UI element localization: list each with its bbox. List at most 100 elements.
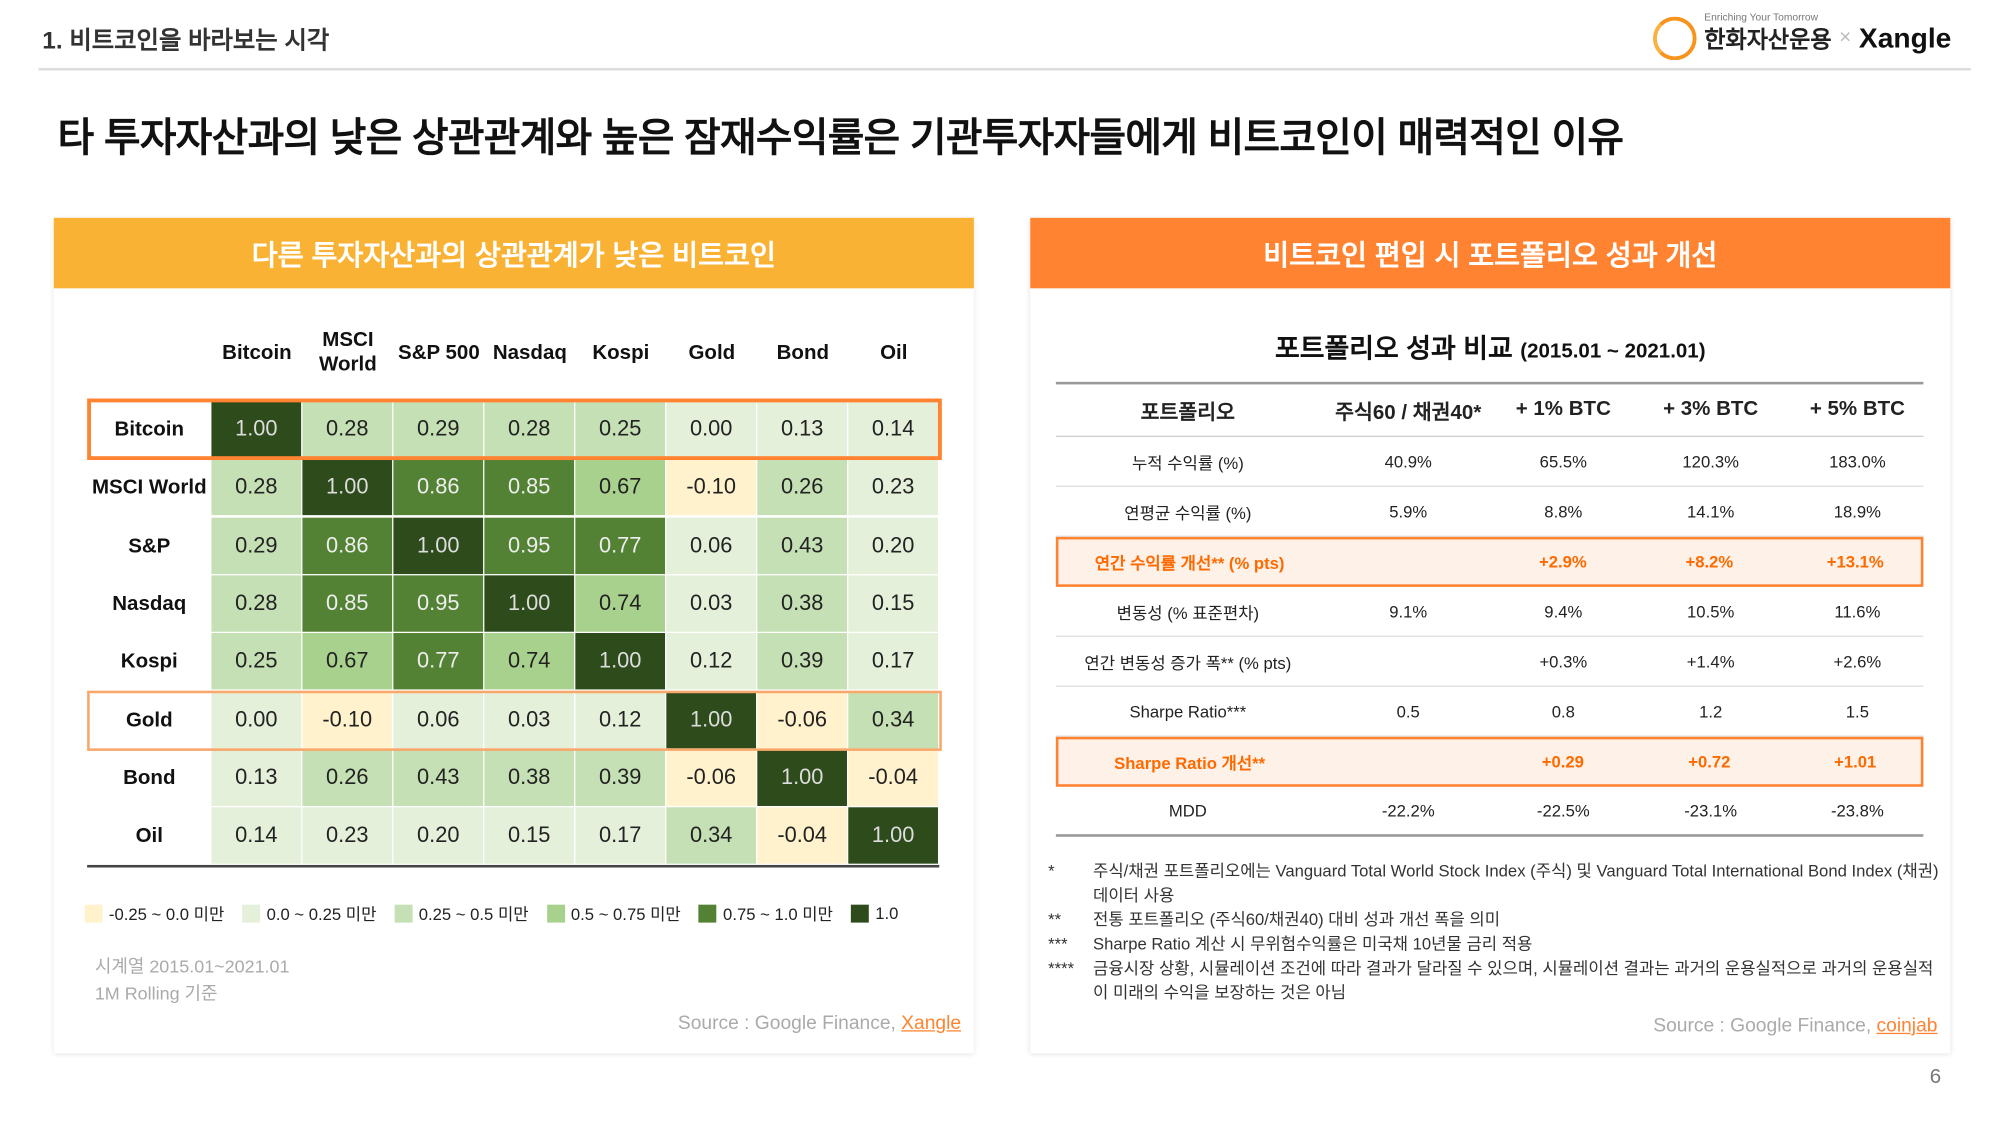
brand-label: 한화자산운용	[1704, 26, 1832, 53]
heatmap-cell: 0.28	[211, 575, 302, 632]
table-cell: +13.1%	[1826, 552, 1884, 572]
heatmap-cell: 0.03	[484, 691, 575, 748]
heatmap-cell: 0.43	[393, 749, 484, 806]
footnote-text: 전통 포트폴리오 (주식60/채권40) 대비 성과 개선 폭을 의미	[1093, 909, 1501, 930]
heatmap-cell: 0.14	[848, 401, 938, 458]
table-column-header: + 1% BTC	[1515, 398, 1611, 421]
table-row: MDD -22.2% -22.5% -23.1% -23.8%	[1055, 787, 1924, 837]
heatmap-cell: 0.28	[484, 401, 575, 458]
heatmap-cell: 0.26	[302, 749, 393, 806]
heatmap-cell: 0.28	[211, 459, 302, 516]
footnote: * 주식/채권 포트폴리오에는 Vanguard Total World Stoc…	[1048, 859, 1945, 908]
legend-label: 1.0	[875, 903, 899, 923]
heatmap-cell: 0.13	[211, 749, 302, 806]
page-title: 타 투자자산과의 낮은 상관관계와 높은 잠재수익률은 기관투자자들에게 비트코…	[57, 115, 1624, 161]
heatmap-column-header: MSCI World	[319, 329, 377, 376]
table-cell: +1.4%	[1686, 651, 1735, 671]
table-period: (2015.01 ~ 2021.01)	[1520, 340, 1706, 363]
heatmap-cell: -0.10	[302, 691, 393, 748]
legend-swatch	[698, 904, 717, 922]
table-cell: -23.8%	[1830, 800, 1884, 821]
heatmap-cell: 0.23	[302, 807, 393, 864]
footnote-text: 금융시장 상황, 시뮬레이션 조건에 따라 결과가 달라질 수 있으며, 시뮬레…	[1093, 958, 1934, 1003]
correlation-panel-header: 다른 투자자산과의 상관관계가 낮은 비트코인	[53, 217, 974, 289]
legend-swatch	[546, 904, 565, 922]
table-column-header: + 3% BTC	[1663, 398, 1759, 421]
table-cell: 연간 변동성 증가 폭** (% pts)	[1084, 652, 1292, 673]
heatmap-cell: 1.00	[302, 459, 393, 516]
source-note: Source : Google Finance, coinjab	[1653, 1015, 1937, 1037]
table-cell: 40.9%	[1384, 451, 1432, 471]
heatmap-row-header: MSCI World	[91, 477, 207, 500]
heatmap-cell: 0.20	[393, 807, 484, 864]
heatmap-cell: 0.95	[393, 575, 484, 632]
table-column-header: 주식60 / 채권40*	[1335, 402, 1482, 425]
footnote-mark: ****	[1048, 958, 1075, 978]
legend-item: 0.75 ~ 1.0 미만	[698, 901, 833, 925]
table-cell: +0.72	[1688, 752, 1731, 772]
heatmap-cell: 0.38	[484, 749, 575, 806]
correlation-panel: 다른 투자자산과의 상관관계가 낮은 비트코인 Bitcoin MSCI Worl…	[53, 217, 974, 1054]
heatmap-column-header: Gold	[688, 341, 736, 364]
heatmap-cell: 0.25	[211, 633, 302, 690]
heatmap-cell: 0.00	[666, 401, 757, 458]
heatmap-cell: 0.67	[575, 459, 666, 516]
table-cell: 1.2	[1699, 701, 1723, 721]
table-cell: 10.5%	[1687, 601, 1735, 621]
heatmap-cell: 0.85	[484, 459, 575, 516]
legend-item: 0.25 ~ 0.5 미만	[394, 901, 529, 925]
legend-swatch	[850, 904, 869, 922]
heatmap-column-header: Kospi	[592, 341, 650, 364]
table-row: 연평균 수익률 (%) 5.9% 8.8% 14.1% 18.9%	[1055, 487, 1924, 537]
heatmap-cell: -0.06	[757, 691, 848, 748]
heatmap-cell: 1.00	[211, 401, 302, 458]
table-cell: 183.0%	[1829, 451, 1886, 471]
heatmap-cell: 0.25	[575, 401, 666, 458]
table-cell: +0.29	[1541, 752, 1584, 772]
table-row: 변동성 (% 표준편차) 9.1% 9.4% 10.5% 11.6%	[1055, 587, 1924, 637]
heatmap-cell: 0.74	[484, 633, 575, 690]
table-cell: 1.5	[1845, 701, 1869, 721]
heatmap-cell: 0.86	[393, 459, 484, 516]
table-cell: 14.1%	[1687, 501, 1735, 521]
table-cell: 0.5	[1396, 701, 1420, 721]
heatmap-column-header: Nasdaq	[492, 341, 567, 364]
heatmap-row-header: Bitcoin	[114, 419, 185, 441]
heatmap-cell: 0.39	[575, 749, 666, 806]
heatmap-cell: 0.06	[666, 517, 757, 574]
partner-logo: Xangle	[1858, 21, 1952, 54]
heatmap-cell: 0.29	[211, 517, 302, 574]
heatmap-column-header: Oil	[880, 341, 908, 364]
footnote-text: 주식/채권 포트폴리오에는 Vanguard Total World Stock…	[1093, 861, 1939, 905]
source-link-xangle[interactable]: Xangle	[901, 1012, 962, 1035]
heatmap-bottom-rule	[87, 864, 940, 868]
table-row: 연간 변동성 증가 폭** (% pts) +0.3% +1.4% +2.6%	[1055, 637, 1924, 687]
table-cell: 65.5%	[1539, 451, 1587, 471]
table-row: 누적 수익률 (%) 40.9% 65.5% 120.3% 183.0%	[1055, 437, 1924, 487]
heatmap-note: 시계열 2015.01~2021.01 1M Rolling 기준	[95, 953, 290, 1007]
heatmap-row-header: S&P	[128, 535, 171, 558]
source-link-coinjab[interactable]: coinjab	[1876, 1014, 1938, 1037]
table-header-row: 포트폴리오 주식60 / 채권40* + 1% BTC + 3% BTC + 5% BT…	[1055, 381, 1924, 437]
table-cell: 5.9%	[1389, 501, 1428, 521]
table-cell: Sharpe Ratio***	[1129, 701, 1247, 721]
heatmap-row-header: Oil	[135, 825, 163, 848]
table-column-header: + 5% BTC	[1809, 398, 1905, 421]
heatmap-cell: -0.04	[848, 749, 938, 806]
footnote-mark: *	[1048, 861, 1055, 881]
heatmap-row-header: Bond	[123, 767, 176, 790]
heatmap-cell: 1.00	[575, 633, 666, 690]
source-text: Source : Google Finance,	[1653, 1014, 1877, 1037]
heatmap-column-header: S&P 500	[398, 341, 480, 364]
brand-name: Enriching Your Tomorrow 한화자산운용	[1704, 12, 1832, 55]
table-row: Sharpe Ratio*** 0.5 0.8 1.2 1.5	[1055, 687, 1924, 737]
table-cell: 9.1%	[1389, 601, 1428, 621]
heatmap-cell: 0.17	[848, 633, 938, 690]
footnote: **** 금융시장 상황, 시뮬레이션 조건에 따라 결과가 달라질 수 있으며,…	[1048, 956, 1945, 1005]
heatmap-cell: 0.77	[575, 517, 666, 574]
heatmap-cell: 0.77	[393, 633, 484, 690]
heatmap-cell: 0.06	[393, 691, 484, 748]
footnote: *** Sharpe Ratio 계산 시 무위험수익률은 미국채 10년물 금리…	[1048, 932, 1945, 956]
heatmap-cell: 1.00	[666, 691, 757, 748]
